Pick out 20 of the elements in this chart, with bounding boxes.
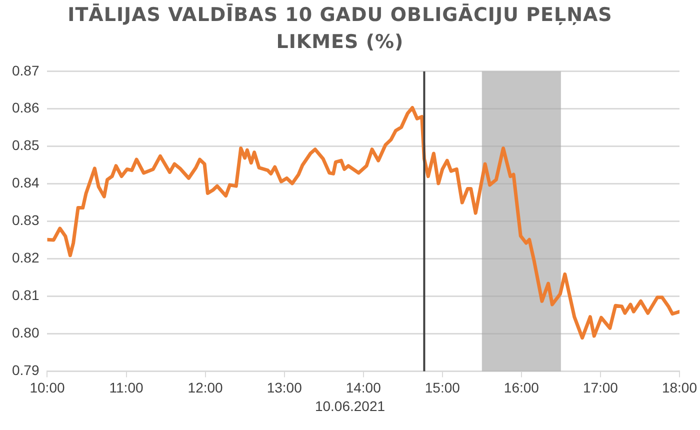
y-tick-label: 0.79 bbox=[12, 362, 40, 378]
x-tick-label: 15:00 bbox=[424, 379, 460, 396]
chart-title: ITĀLIJAS VALDĪBAS 10 GADU OBLIGĀCIJU PEĻŅAS LIKMES (%) bbox=[66, 2, 614, 55]
y-tick-label: 0.87 bbox=[12, 62, 40, 78]
x-tick-label: 12:00 bbox=[188, 379, 224, 396]
y-tick-label: 0.86 bbox=[12, 100, 40, 116]
x-tick-label: 17:00 bbox=[582, 379, 618, 396]
y-tick-label: 0.80 bbox=[12, 324, 40, 341]
x-tick-label: 11:00 bbox=[109, 379, 144, 396]
x-tick-label: 18:00 bbox=[662, 379, 698, 396]
x-tick-label: 16:00 bbox=[504, 379, 540, 396]
y-tick-label: 0.85 bbox=[12, 137, 40, 154]
x-tick-label: 13:00 bbox=[266, 379, 302, 396]
x-tick-label: 10:00 bbox=[30, 379, 65, 396]
y-tick-label: 0.83 bbox=[12, 212, 40, 228]
y-tick-label: 0.84 bbox=[12, 174, 40, 191]
x-axis-title: 10.06.2021 bbox=[314, 398, 386, 414]
x-tick-label: 14:00 bbox=[346, 379, 382, 396]
y-tick-label: 0.82 bbox=[12, 250, 40, 266]
y-tick-label: 0.81 bbox=[12, 287, 40, 304]
